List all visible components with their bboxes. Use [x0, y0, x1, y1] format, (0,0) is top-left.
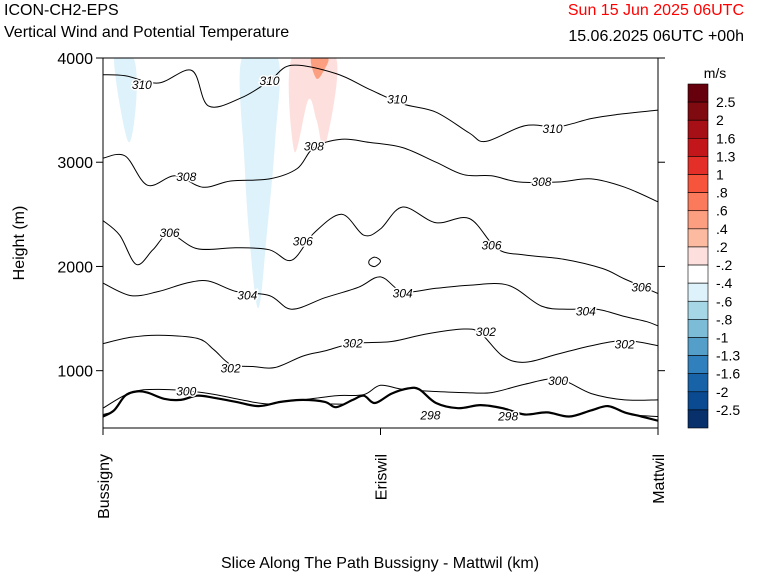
contour-labels: 298 298 300 300 302 302 302 302 304 304 304 306 306 3… [130, 72, 653, 425]
y-tick-label: 4000 [57, 51, 93, 68]
wind-shade-.2 [288, 58, 338, 153]
contour-label-304: 304 [576, 304, 596, 318]
contour-label-306: 306 [293, 234, 313, 248]
contour-label-302: 302 [476, 325, 496, 339]
colorbar: 2.5 2 1.6 1.3 1 .8 .6 .4 .2 -.2 -.4 -.6 -.8 -1 -1.3 -1.… [687, 83, 740, 429]
colorbar-label: .6 [716, 203, 728, 219]
colorbar-label: -2 [716, 384, 729, 400]
contour-300 [103, 378, 658, 409]
colorbar-swatch [687, 83, 709, 103]
colorbar-swatch [687, 264, 709, 284]
y-axis-label: Height (m) [11, 206, 28, 281]
terrain-fill [103, 388, 658, 428]
contour-label-308: 308 [531, 175, 551, 189]
contour-label-300: 300 [176, 385, 196, 399]
colorbar-label: -1.3 [716, 348, 740, 364]
terrain-profile [103, 386, 658, 428]
contour-label-310: 310 [543, 122, 563, 136]
colorbar-label: .8 [716, 185, 728, 201]
colorbar-swatch [687, 174, 709, 193]
model-name: ICON-CH2-EPS [4, 2, 119, 19]
wind-shade--.2 [114, 58, 137, 143]
colorbar-swatch [687, 282, 709, 302]
x-axis-label: Slice Along The Path Bussigny - Mattwil … [221, 555, 539, 572]
x-tick-label: Eriswil [374, 454, 391, 500]
vertical-wind-shading [114, 58, 338, 309]
colorbar-swatch [687, 246, 709, 266]
run-time: 15.06.2025 06UTC +00h [568, 28, 744, 45]
colorbar-swatch [687, 101, 709, 121]
y-tick-label: 3000 [57, 155, 93, 172]
colorbar-swatch [687, 138, 709, 157]
potential-temperature-contours [103, 64, 658, 421]
contour-302 [103, 328, 658, 369]
axes: 1000 2000 3000 4000 Bussigny Eriswil Mattwil [57, 51, 668, 519]
colorbar-label: -1 [716, 329, 729, 345]
colorbar-swatch [687, 337, 709, 356]
colorbar-label: -.8 [716, 311, 733, 327]
colorbar-label: 1.6 [716, 130, 736, 146]
contour-label-306: 306 [631, 280, 651, 294]
contour-label-310: 310 [132, 78, 152, 92]
contour-label-304: 304 [393, 287, 413, 301]
colorbar-label: -.2 [716, 257, 733, 273]
colorbar-label: -.6 [716, 293, 733, 309]
colorbar-label: 1.3 [716, 148, 736, 164]
wind-shade--.2 [239, 58, 281, 309]
y-tick-label: 1000 [57, 364, 93, 381]
terrain-line [103, 386, 658, 422]
contour-304 [103, 276, 658, 327]
colorbar-label: 1 [716, 167, 724, 183]
colorbar-swatch [687, 391, 709, 411]
colorbar-swatch [687, 210, 709, 230]
colorbar-label: -.4 [716, 275, 733, 291]
colorbar-swatch [687, 409, 709, 429]
x-tick-label: Mattwil [651, 454, 668, 504]
colorbar-swatch [687, 373, 709, 393]
contour-label-298: 298 [419, 408, 440, 422]
colorbar-swatch [687, 192, 709, 212]
contour-label-308: 308 [304, 140, 324, 154]
contour-label-302: 302 [221, 362, 241, 376]
contour-310 [103, 64, 658, 143]
colorbar-label: -1.6 [716, 366, 740, 382]
contour-label-298: 298 [497, 410, 518, 424]
colorbar-swatch [687, 228, 709, 248]
contour-306 [103, 206, 658, 294]
closed-contour-304 [368, 256, 382, 268]
colorbar-swatch [687, 119, 709, 139]
colorbar-label: .2 [716, 239, 728, 255]
contour-label-308: 308 [176, 170, 196, 184]
colorbar-swatch [687, 300, 709, 320]
contour-label-304: 304 [237, 289, 257, 303]
colorbar-label: .4 [716, 221, 728, 237]
colorbar-swatch [687, 355, 709, 374]
x-tick-label: Bussigny [96, 454, 113, 519]
chart-subtitle: Vertical Wind and Potential Temperature [4, 24, 290, 41]
contour-label-302: 302 [343, 337, 363, 351]
colorbar-swatch [687, 156, 709, 175]
contour-label-310: 310 [259, 74, 279, 88]
colorbar-label: 2.5 [716, 94, 736, 110]
contour-label-306: 306 [481, 239, 501, 253]
y-tick-label: 2000 [57, 259, 93, 276]
colorbar-unit: m/s [704, 65, 727, 81]
contour-label-300: 300 [548, 374, 568, 388]
colorbar-label: -2.5 [716, 402, 740, 418]
colorbar-label: 2 [716, 112, 724, 128]
contour-label-310: 310 [387, 93, 407, 107]
contour-label-306: 306 [160, 226, 180, 240]
colorbar-swatch [687, 319, 709, 338]
valid-time: Sun 15 Jun 2025 06UTC [567, 2, 744, 19]
contour-308 [103, 138, 658, 203]
contour-label-302: 302 [615, 338, 635, 352]
